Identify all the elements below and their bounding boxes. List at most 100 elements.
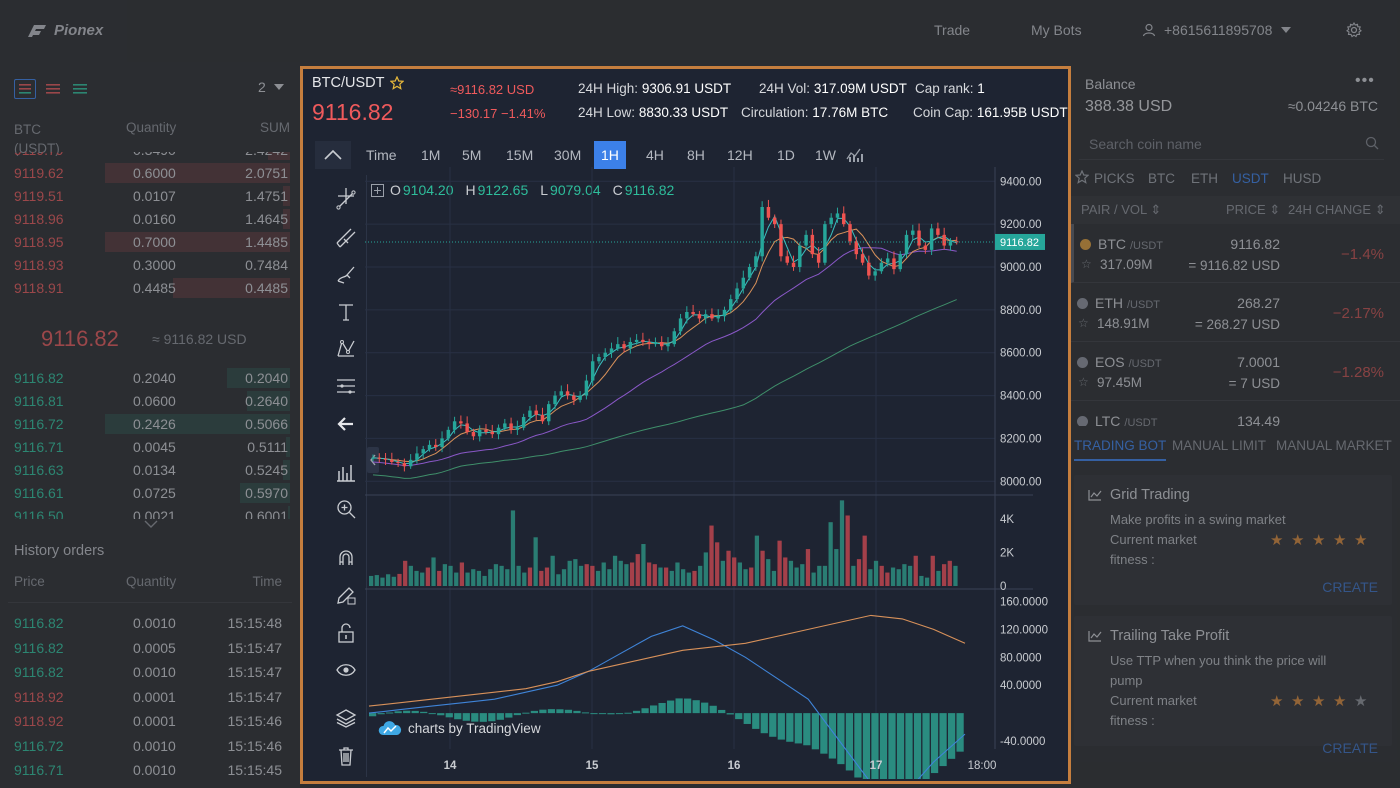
list-asks-icon[interactable] bbox=[44, 81, 62, 97]
coin-row[interactable]: ETH/USDT ☆ 148.91M 268.27 = 268.27 USD −2.17% bbox=[1071, 283, 1400, 342]
volume-bar bbox=[941, 564, 947, 586]
pair-vol-sort[interactable]: PAIR / VOL ⇕ bbox=[1081, 202, 1162, 217]
pencil-lock-icon[interactable] bbox=[335, 584, 357, 606]
timeframe-1w[interactable]: 1W bbox=[815, 147, 836, 163]
timeframe-12h[interactable]: 12H bbox=[727, 147, 753, 163]
tab-husd[interactable]: HUSD bbox=[1283, 171, 1322, 186]
ask-row[interactable]: 9119.51 0.0107 1.4751 bbox=[0, 185, 300, 207]
expand-icon[interactable] bbox=[371, 183, 384, 197]
bid-row[interactable]: 9116.71 0.0045 0.5111 bbox=[0, 436, 300, 458]
tab-usdt[interactable]: USDT bbox=[1232, 171, 1269, 186]
timeframe-30m[interactable]: 30M bbox=[554, 147, 582, 163]
star-icon[interactable]: ☆ bbox=[1081, 257, 1092, 271]
nav-my-bots[interactable]: My Bots bbox=[1031, 22, 1082, 38]
user-menu[interactable]: +8615611895708 bbox=[1142, 22, 1292, 38]
current-price-tag bbox=[995, 233, 1045, 250]
precision-select[interactable]: 2 bbox=[258, 79, 284, 95]
magnet-icon[interactable] bbox=[335, 547, 357, 569]
ask-row[interactable]: 9118.93 0.3000 0.7484 bbox=[0, 254, 300, 276]
crosshair-icon[interactable] bbox=[335, 185, 357, 207]
gear-icon[interactable] bbox=[1346, 22, 1362, 38]
price-chart[interactable]: 9116.82 9400.00 9200.00 9000.00 8800.00 8600.… bbox=[365, 167, 1053, 779]
ask-row[interactable]: 9119.79 0.3490 2.4242 bbox=[0, 152, 300, 161]
timeframe-4h[interactable]: 4H bbox=[646, 147, 664, 163]
candle-body bbox=[515, 427, 520, 430]
history-time: 15:15:47 bbox=[227, 664, 283, 680]
coin-row[interactable]: BTC/USDT ☆ 317.09M 9116.82 = 9116.82 USD −1.4… bbox=[1071, 224, 1400, 283]
timeframe-time[interactable]: Time bbox=[366, 147, 397, 163]
nav-trade[interactable]: Trade bbox=[934, 22, 971, 38]
prediction-icon[interactable] bbox=[335, 375, 357, 397]
bid-row[interactable]: 9116.72 0.2426 0.5066 bbox=[0, 413, 300, 435]
pionex-logo[interactable]: Pionex bbox=[26, 22, 103, 39]
trend-line-icon[interactable] bbox=[335, 189, 357, 211]
ask-row[interactable]: 9118.95 0.7000 1.4485 bbox=[0, 231, 300, 253]
star-icon[interactable] bbox=[1075, 170, 1089, 184]
text-icon[interactable] bbox=[335, 301, 357, 323]
coin-search-input[interactable]: Search coin name bbox=[1089, 136, 1202, 152]
bot-name[interactable]: Grid Trading bbox=[1110, 487, 1190, 503]
star-icon[interactable]: ☆ bbox=[1078, 316, 1089, 330]
change-sort[interactable]: 24H CHANGE ⇕ bbox=[1288, 202, 1386, 217]
star-icon: ★ bbox=[1270, 693, 1284, 710]
star-icon[interactable] bbox=[389, 76, 404, 90]
coin-row[interactable]: EOS/USDT ☆ 97.45M 7.0001 = 7 USD −1.28% bbox=[1071, 342, 1400, 401]
collapse-toolbar-button[interactable] bbox=[315, 141, 351, 169]
candle-body bbox=[829, 217, 833, 225]
tab-picks[interactable]: PICKS bbox=[1094, 171, 1135, 186]
zoom-in-icon[interactable] bbox=[335, 498, 357, 520]
ask-row[interactable]: 9119.62 0.6000 2.0751 bbox=[0, 162, 300, 184]
orderbook-view-both-button[interactable] bbox=[14, 79, 36, 99]
timeframe-1m[interactable]: 1M bbox=[421, 147, 441, 163]
price-tick: 8000.00 bbox=[1000, 476, 1042, 488]
more-icon[interactable]: ••• bbox=[1355, 72, 1375, 89]
candle-body bbox=[785, 256, 789, 263]
create-bot-button[interactable]: CREATE bbox=[1322, 579, 1378, 595]
indicators-icon[interactable] bbox=[846, 147, 864, 163]
macd-bar bbox=[667, 700, 675, 714]
bot-name[interactable]: Trailing Take Profit bbox=[1110, 628, 1230, 644]
tab-manual-market[interactable]: MANUAL MARKET bbox=[1276, 438, 1392, 453]
price-sort[interactable]: PRICE ⇕ bbox=[1226, 202, 1281, 217]
history-orders-title: History orders bbox=[14, 543, 105, 559]
tab-trading-bot[interactable]: TRADING BOT bbox=[1074, 438, 1167, 461]
pitchfork-icon[interactable] bbox=[335, 227, 357, 249]
eye-icon[interactable] bbox=[335, 659, 357, 681]
timeframe-1h[interactable]: 1H bbox=[594, 141, 626, 169]
coin-row[interactable]: LTC/USDT☆134.49 bbox=[1071, 401, 1400, 426]
bid-row[interactable]: 9116.82 0.2040 0.2040 bbox=[0, 367, 300, 389]
unlock-icon[interactable] bbox=[335, 622, 357, 644]
bid-row[interactable]: 9116.81 0.0600 0.2640 bbox=[0, 390, 300, 412]
measure-icon[interactable] bbox=[335, 461, 357, 483]
search-icon[interactable] bbox=[1365, 136, 1379, 150]
timeframe-5m[interactable]: 5M bbox=[462, 147, 482, 163]
bid-row[interactable]: 9116.63 0.0134 0.5245 bbox=[0, 459, 300, 481]
brush-icon[interactable] bbox=[335, 264, 357, 286]
coin-search[interactable]: Search coin name bbox=[1079, 128, 1384, 160]
pattern-icon[interactable] bbox=[335, 338, 357, 360]
macd-bar bbox=[922, 713, 930, 779]
star-icon[interactable]: ☆ bbox=[1078, 375, 1089, 389]
timeframe-8h[interactable]: 8H bbox=[687, 147, 705, 163]
ask-row[interactable]: 9118.96 0.0160 1.4645 bbox=[0, 208, 300, 230]
trash-icon[interactable] bbox=[335, 745, 357, 767]
volume-bar bbox=[493, 564, 499, 586]
history-time: 15:15:47 bbox=[227, 639, 283, 656]
chevron-down-icon[interactable] bbox=[144, 519, 158, 529]
macd-bar bbox=[896, 713, 905, 779]
timeframe-15m[interactable]: 15M bbox=[506, 147, 534, 163]
timeframe-1d[interactable]: 1D bbox=[777, 147, 795, 163]
tab-eth[interactable]: ETH bbox=[1191, 171, 1218, 186]
create-bot-button[interactable]: CREATE bbox=[1322, 740, 1378, 756]
list-bids-icon[interactable] bbox=[71, 81, 89, 97]
tradingview-attribution[interactable]: charts by TradingView bbox=[378, 720, 541, 736]
tab-manual-limit[interactable]: MANUAL LIMIT bbox=[1172, 438, 1267, 453]
bid-row[interactable]: 9116.50 0.0021 0.6001 bbox=[0, 505, 300, 519]
bid-row[interactable]: 9116.61 0.0725 0.5970 bbox=[0, 482, 300, 504]
macd-bar bbox=[845, 713, 854, 771]
ask-row[interactable]: 9118.91 0.4485 0.4485 bbox=[0, 277, 300, 299]
macd-bar bbox=[820, 713, 828, 754]
back-arrow-icon[interactable] bbox=[335, 413, 357, 435]
layers-icon[interactable] bbox=[335, 707, 357, 729]
tab-btc[interactable]: BTC bbox=[1148, 171, 1175, 186]
